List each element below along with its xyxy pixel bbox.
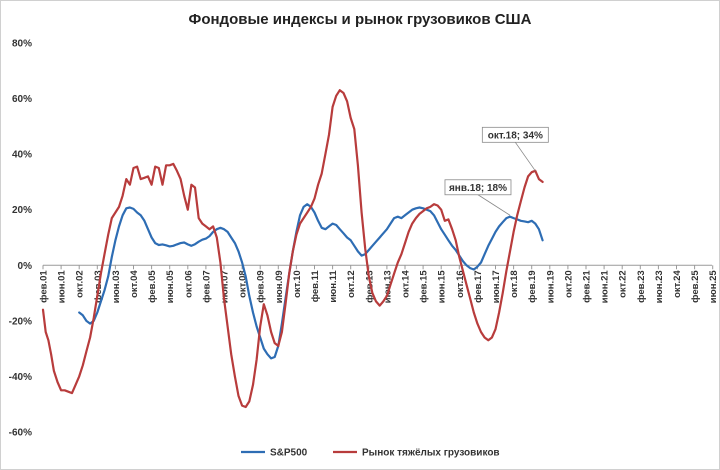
x-tick-label: окт.14: [401, 270, 412, 298]
x-tick-label: июн.11: [328, 270, 339, 303]
y-tick-label: -40%: [9, 372, 32, 383]
x-tick-label: окт.22: [618, 270, 629, 298]
x-tick-label: окт.04: [129, 270, 140, 298]
legend-label: S&P500: [270, 448, 308, 459]
x-tick-label: окт.02: [75, 270, 86, 298]
x-tick-label: июн.15: [437, 270, 448, 304]
x-tick-label: фев.21: [582, 270, 593, 303]
x-tick-label: окт.12: [346, 270, 357, 298]
x-tick-label: июн.03: [111, 270, 122, 303]
callout-label: окт.18; 34%: [488, 130, 543, 141]
x-tick-label: окт.24: [672, 270, 683, 298]
x-tick-label: июн.21: [600, 270, 611, 304]
x-tick-label: окт.16: [455, 270, 466, 298]
legend-item-trucks: Рынок тяжёлых грузовиков: [333, 448, 500, 459]
x-tick-label: июн.07: [220, 270, 231, 303]
x-tick-label: окт.06: [183, 270, 194, 298]
y-tick-label: -60%: [9, 428, 32, 439]
y-tick-label: 0%: [18, 261, 33, 272]
x-tick-label: июн.05: [165, 270, 176, 304]
legend-item-sp500: S&P500: [241, 448, 308, 459]
x-tick-label: фев.11: [310, 270, 321, 303]
chart-title: Фондовые индексы и рынок грузовиков США: [189, 11, 532, 28]
x-tick-label: июн.17: [491, 270, 502, 303]
x-tick-label: окт.10: [292, 270, 303, 298]
callout-leader: [514, 142, 536, 172]
callout-leader: [477, 194, 511, 216]
x-tick-label: фев.13: [364, 270, 375, 303]
x-tick-label: июн.19: [545, 270, 556, 303]
series-line-trucks: [41, 89, 544, 409]
x-tick-label: фев.17: [473, 270, 484, 303]
x-tick-label: окт.08: [238, 270, 249, 298]
x-tick-label: июн.09: [274, 270, 285, 303]
x-tick-label: июн.01: [57, 270, 68, 304]
y-tick-label: 20%: [12, 205, 32, 216]
x-tick-label: фев.01: [39, 270, 50, 303]
callout-box: [444, 179, 512, 196]
data-callout: окт.18; 34%: [481, 126, 549, 172]
x-tick-label: июн.23: [654, 270, 665, 303]
legend: S&P500 Рынок тяжёлых грузовиков: [241, 448, 500, 459]
data-callout: янв.18; 18%: [444, 179, 512, 216]
x-tick-label: июн.25: [708, 270, 719, 304]
callout-label: янв.18; 18%: [449, 183, 507, 194]
x-tick-label: фев.05: [147, 270, 158, 303]
x-tick-label: фев.07: [201, 270, 212, 303]
x-tick-label: фев.23: [636, 270, 647, 303]
x-tick-label: июн.13: [382, 270, 393, 303]
y-tick-label: -20%: [9, 316, 32, 327]
legend-label: Рынок тяжёлых грузовиков: [362, 448, 500, 459]
y-tick-label: 40%: [12, 150, 32, 161]
x-tick-label: окт.18: [509, 270, 520, 298]
annotation-layer: янв.18; 18% окт.18; 34%: [444, 126, 549, 216]
x-tick-label: фев.09: [256, 270, 267, 303]
x-tick-label: фев.25: [690, 270, 701, 303]
y-tick-label: 60%: [12, 94, 32, 105]
y-tick-label: 80%: [12, 39, 32, 50]
callout-box: [481, 126, 549, 143]
x-tick-label: окт.20: [563, 270, 574, 298]
series-layer: [41, 89, 544, 409]
x-tick-label: фев.19: [527, 270, 538, 303]
x-tick-label: фев.15: [419, 270, 430, 303]
